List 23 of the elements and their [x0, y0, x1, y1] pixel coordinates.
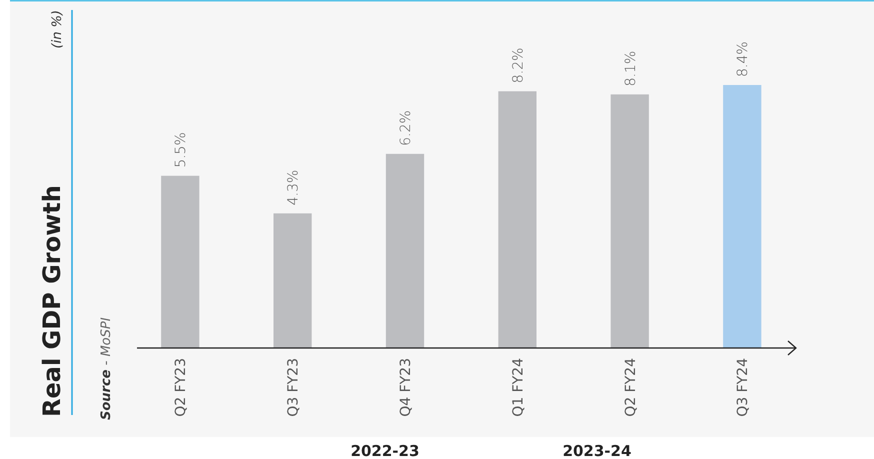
bar [498, 91, 537, 348]
source-note: Source - MoSPI [99, 317, 114, 420]
bar [273, 213, 312, 348]
data-label: 8.1% [622, 50, 639, 86]
text: 2023-24 [562, 442, 632, 459]
x-tick-label: Q2 FY24 [622, 358, 639, 417]
bar [386, 154, 424, 348]
data-label: 4.3% [286, 170, 302, 206]
bar [610, 94, 649, 348]
x-tick-label: Q3 FY23 [286, 358, 302, 417]
x-tick-label: Q3 FY24 [735, 358, 752, 417]
data-label: 8.2% [510, 48, 526, 84]
text: Real GDP Growth [38, 185, 66, 417]
text: 2022-23 [350, 442, 420, 459]
bar [161, 176, 200, 348]
data-label: 5.5% [173, 132, 190, 168]
bar [723, 85, 762, 348]
x-tick-label: Q1 FY24 [510, 358, 526, 417]
text: (in %) [50, 10, 65, 48]
x-tick-label: Q2 FY23 [173, 358, 190, 417]
x-tick-label: Q4 FY23 [398, 358, 414, 417]
data-label: 8.4% [735, 41, 752, 77]
data-label: 6.2% [398, 110, 414, 146]
